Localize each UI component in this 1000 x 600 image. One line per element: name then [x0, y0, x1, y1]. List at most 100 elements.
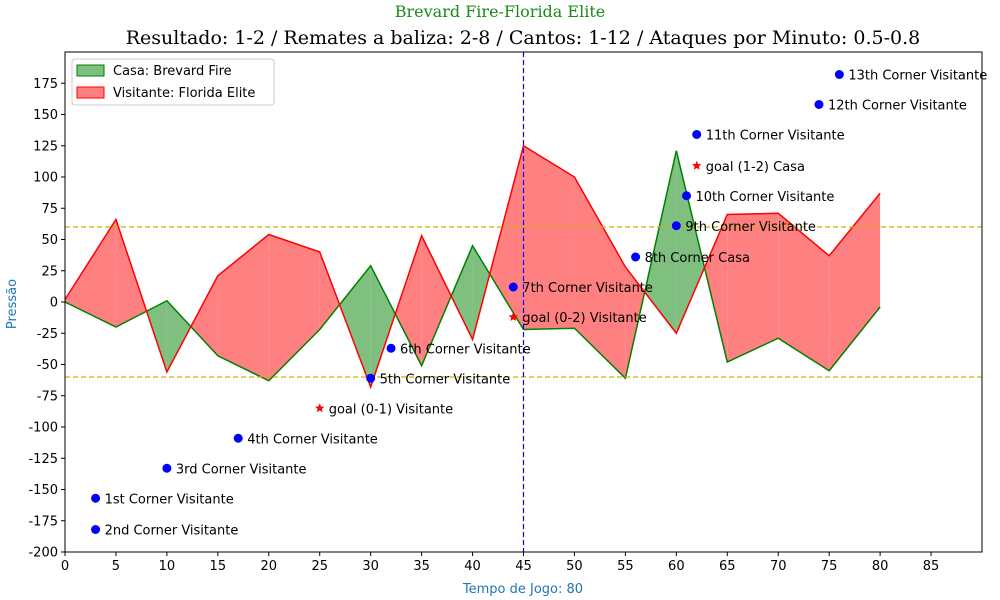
- corner-marker-12: [682, 191, 692, 201]
- annotation-label-8: goal (0-2) Visitante: [522, 311, 646, 326]
- annotation-label-5: goal (0-1) Visitante: [329, 402, 453, 417]
- away-series-line: [64, 144, 881, 390]
- y-axis-label: Pressão: [5, 279, 20, 329]
- away-fill-segment-1: [115, 219, 147, 327]
- annotation-label-2: 2nd Corner Visitante: [105, 524, 239, 539]
- annotation-label-15: 12th Corner Visitante: [828, 99, 967, 114]
- x-tick-label-5: 5: [112, 559, 120, 574]
- annotation-label-13: goal (1-2) Casa: [706, 160, 805, 175]
- legend: Casa: Brevard Fire Visitante: Florida Eli…: [71, 58, 275, 106]
- away-fill-segment-0: [65, 219, 116, 327]
- away-fill-segment-5: [217, 234, 269, 381]
- y-tick-label-0: 0: [50, 296, 58, 311]
- x-tick-label-70: 70: [770, 559, 787, 574]
- corner-marker-3: [162, 463, 172, 473]
- x-tick-label-15: 15: [210, 559, 227, 574]
- x-tick-label-55: 55: [617, 559, 634, 574]
- y-tick-label--125: -125: [28, 452, 58, 467]
- goal-marker-8: [508, 312, 519, 321]
- y-tick-label--175: -175: [28, 514, 58, 529]
- x-tick-label-35: 35: [413, 559, 430, 574]
- x-tick-label-60: 60: [668, 559, 685, 574]
- home-fill-segment-2: [146, 300, 167, 372]
- y-tick-label-50: 50: [41, 233, 58, 248]
- y-tick-label--100: -100: [28, 421, 58, 436]
- away-fill-segment-21: [727, 213, 779, 362]
- home-fill-segment-8: [339, 265, 371, 387]
- y-tick-label-25: 25: [41, 264, 58, 279]
- y-tick-label--200: -200: [28, 546, 58, 561]
- home-fill-segment-19: [676, 150, 705, 334]
- corner-marker-7: [386, 343, 396, 353]
- annotation-label-4: 4th Corner Visitante: [247, 432, 378, 447]
- corner-marker-2: [91, 525, 101, 534]
- chart-title: Resultado: 1-2 / Remates a baliza: 2-8 /…: [126, 27, 921, 49]
- x-tick-label-40: 40: [464, 559, 481, 574]
- annotation-label-3: 3rd Corner Visitante: [176, 462, 307, 477]
- y-tick-label--50: -50: [37, 358, 58, 373]
- annotation-label-14: 11th Corner Visitante: [706, 129, 845, 144]
- away-fill-segment-16: [574, 177, 626, 379]
- x-tick-label-50: 50: [566, 559, 583, 574]
- annotation-label-1: 1st Corner Visitante: [105, 492, 234, 507]
- corner-marker-1: [91, 493, 101, 503]
- goal-marker-5: [315, 403, 325, 413]
- away-fill-segment-22: [778, 213, 830, 371]
- legend-box: [71, 58, 275, 106]
- corner-marker-10: [631, 252, 641, 262]
- goal-marker-13: [692, 160, 702, 170]
- x-tick-label-45: 45: [515, 559, 532, 574]
- corner-marker-16: [834, 70, 844, 79]
- chart-supertitle: Brevard Fire-Florida Elite: [395, 2, 605, 21]
- y-tick-label-75: 75: [41, 202, 58, 217]
- y-tick-label-125: 125: [33, 139, 58, 154]
- corner-marker-11: [671, 221, 681, 231]
- legend-label-1: Casa: Brevard Fire: [113, 64, 232, 79]
- legend-swatch-1: [76, 64, 105, 77]
- x-tick-label-85: 85: [923, 559, 940, 574]
- away-fill-segment-10: [395, 235, 422, 366]
- away-fill-segment-17: [625, 267, 645, 379]
- home-series-line: [64, 150, 881, 382]
- annotation-label-10: 8th Corner Casa: [645, 251, 750, 266]
- home-fill-segment-3: [166, 300, 191, 372]
- x-tick-label-10: 10: [159, 559, 176, 574]
- away-fill-segment-4: [190, 275, 218, 356]
- away-fill-segment-15: [523, 145, 575, 330]
- x-tick-label-0: 0: [61, 559, 69, 574]
- x-tick-label-65: 65: [719, 559, 736, 574]
- plot-area: 1st Corner Visitante 2nd Corner Visitante…: [28, 51, 987, 574]
- corner-marker-6: [366, 373, 376, 383]
- annotation-label-6: 5th Corner Visitante: [380, 372, 511, 387]
- annotation-label-7: 6th Corner Visitante: [400, 342, 531, 357]
- y-tick-label--150: -150: [28, 483, 58, 498]
- away-fill-segment-6: [268, 234, 320, 381]
- home-fill-segment-13: [472, 245, 490, 340]
- away-fill-segment-11: [421, 235, 452, 366]
- y-tick-label-175: 175: [33, 77, 58, 92]
- x-axis-label: Tempo de Jogo: 80: [462, 582, 583, 597]
- home-fill-segment-12: [451, 245, 473, 340]
- corner-marker-4: [233, 433, 243, 443]
- corner-marker-14: [692, 130, 702, 139]
- legend-swatch-2: [76, 86, 105, 99]
- home-fill-segment-9: [370, 265, 396, 387]
- x-tick-label-75: 75: [821, 559, 838, 574]
- y-tick-label--25: -25: [37, 327, 58, 342]
- legend-label-2: Visitante: Florida Elite: [113, 86, 255, 101]
- corner-marker-9: [508, 282, 518, 292]
- away-fill-segment-23: [829, 193, 881, 371]
- home-fill-segment-18: [644, 150, 677, 334]
- away-fill-segment-20: [704, 214, 728, 362]
- y-tick-label--75: -75: [37, 389, 58, 404]
- annotation-label-9: 7th Corner Visitante: [522, 281, 653, 296]
- annotation-label-12: 10th Corner Visitante: [696, 190, 835, 205]
- corner-marker-15: [814, 100, 824, 109]
- y-tick-label-150: 150: [33, 108, 58, 123]
- x-tick-label-20: 20: [261, 559, 278, 574]
- annotation-label-16: 13th Corner Visitante: [848, 69, 987, 84]
- x-tick-label-30: 30: [362, 559, 379, 574]
- annotation-label-11: 9th Corner Visitante: [685, 220, 816, 235]
- y-tick-label-100: 100: [33, 171, 58, 186]
